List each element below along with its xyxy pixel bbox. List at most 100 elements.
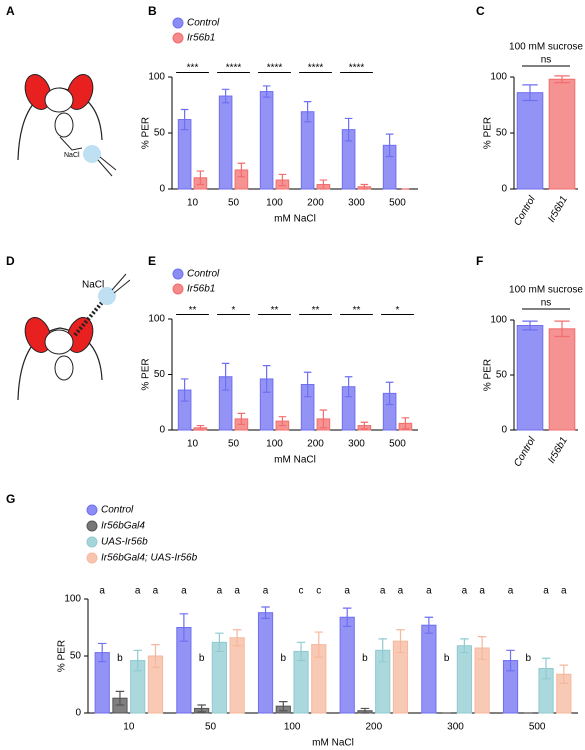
x-tick-label: 200 xyxy=(307,198,324,209)
y-tick-label: 0 xyxy=(159,184,165,195)
error-bar xyxy=(554,320,570,338)
y-tick-label: 0 xyxy=(159,425,165,436)
x-tick-label: 10 xyxy=(187,198,199,209)
x-axis-label: mM NaCl xyxy=(312,738,354,749)
significance-label: ** xyxy=(189,305,197,316)
legend-label: Ir56bGal4; UAS-Ir56b xyxy=(101,553,198,564)
significance-label: *** xyxy=(187,63,199,74)
bar xyxy=(516,92,544,190)
error-bar xyxy=(278,416,287,427)
group-letter: c xyxy=(299,586,304,597)
error-bar xyxy=(133,649,142,672)
group-letter: a xyxy=(99,586,105,597)
error-bar xyxy=(342,607,352,627)
legend-label: Control xyxy=(187,269,220,280)
bar xyxy=(339,616,355,714)
group-letter: a xyxy=(543,586,549,597)
group-letter: a xyxy=(181,586,187,597)
x-tick-label: 200 xyxy=(365,722,382,733)
group-letter: c xyxy=(316,586,321,597)
group-letter: a xyxy=(398,586,404,597)
fly-diagram-d: NaCl xyxy=(17,273,131,401)
group-letter: a xyxy=(263,586,269,597)
y-tick-label: 50 xyxy=(154,369,166,380)
error-bar xyxy=(319,409,328,429)
group-letter: a xyxy=(234,586,240,597)
x-tick-label: 500 xyxy=(529,722,546,733)
error-bar xyxy=(303,371,312,398)
y-tick-label: 50 xyxy=(70,651,82,662)
error-bar xyxy=(522,84,538,102)
bar xyxy=(421,624,437,714)
y-axis-label: % PER xyxy=(141,358,152,390)
error-bar xyxy=(180,378,189,402)
x-axis-label: mM NaCl xyxy=(274,214,316,225)
diagram-label: NaCl xyxy=(82,280,104,291)
y-tick-label: 100 xyxy=(148,314,165,325)
group-letter: a xyxy=(153,586,159,597)
error-bar xyxy=(378,638,387,663)
error-bar xyxy=(221,362,230,391)
x-tick-label: 50 xyxy=(228,198,240,209)
error-bar xyxy=(424,616,434,634)
legend-marker xyxy=(86,552,98,564)
significance-label: ** xyxy=(353,305,361,316)
bar xyxy=(548,78,576,190)
group-letter: b xyxy=(117,653,123,664)
group-letter: a xyxy=(135,586,141,597)
y-axis-label: % PER xyxy=(483,359,494,391)
significance-label: * xyxy=(232,305,236,316)
legend-marker xyxy=(172,32,184,44)
panel-label: G xyxy=(6,492,15,506)
group-letter: a xyxy=(462,586,468,597)
error-bar xyxy=(385,133,394,158)
group-letter: b xyxy=(362,653,368,664)
error-bar xyxy=(314,631,324,658)
x-tick-label: 10 xyxy=(123,722,135,733)
error-bar xyxy=(197,704,206,713)
group-letter: a xyxy=(561,586,567,597)
y-tick-label: 0 xyxy=(501,184,507,195)
legend-label: UAS-Ir56b xyxy=(101,537,148,548)
error-bar xyxy=(344,117,353,142)
x-tick-label: 300 xyxy=(348,439,365,450)
x-tick-label: 200 xyxy=(307,439,324,450)
error-bar xyxy=(180,108,189,131)
group-letter: a xyxy=(479,586,485,597)
panel-label: C xyxy=(476,4,485,18)
error-bar xyxy=(278,173,287,187)
fly-diagram-a: NaCl xyxy=(17,74,117,177)
legend-marker xyxy=(172,283,184,295)
x-tick-label: 300 xyxy=(348,198,365,209)
x-tick-label: 10 xyxy=(187,439,199,450)
error-bar xyxy=(559,664,569,684)
x-tick-label: 50 xyxy=(205,722,217,733)
y-tick-label: 0 xyxy=(501,425,507,436)
significance-label: **** xyxy=(349,63,365,74)
error-bar xyxy=(262,365,271,393)
error-bar xyxy=(303,101,312,123)
x-tick-label: 100 xyxy=(284,722,301,733)
group-letter: a xyxy=(380,586,386,597)
error-bar xyxy=(237,412,246,426)
bar xyxy=(548,328,576,431)
group-letter: a xyxy=(217,586,223,597)
group-letter: b xyxy=(281,653,287,664)
error-bar xyxy=(506,649,515,672)
group-letter: b xyxy=(199,653,205,664)
bar xyxy=(516,325,544,431)
legend-label: Ir56b1 xyxy=(187,284,215,295)
error-bar xyxy=(232,629,242,647)
x-tick-label: Control xyxy=(512,435,538,469)
error-bar xyxy=(401,417,410,430)
error-bar xyxy=(541,657,551,680)
error-bar xyxy=(151,644,160,668)
error-bar xyxy=(360,421,369,430)
x-tick-label: 500 xyxy=(389,439,406,450)
x-tick-label: 300 xyxy=(447,722,464,733)
legend-label: Ir56b1 xyxy=(187,33,215,44)
significance-label: ** xyxy=(271,305,279,316)
error-bar xyxy=(97,642,107,663)
error-bar xyxy=(554,75,570,84)
y-tick-label: 50 xyxy=(496,370,508,381)
